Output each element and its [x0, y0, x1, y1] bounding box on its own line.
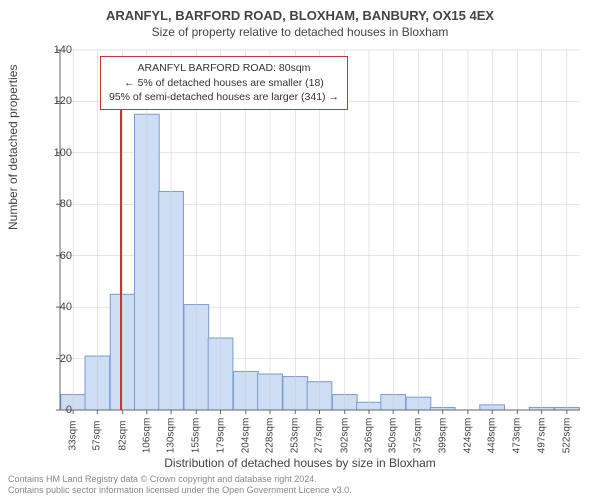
reference-line — [120, 100, 122, 410]
footer: Contains HM Land Registry data © Crown c… — [8, 474, 352, 497]
chart-title-sub: Size of property relative to detached ho… — [0, 23, 600, 39]
y-tick-label: 80 — [42, 198, 72, 210]
chart-title-main: ARANFYL, BARFORD ROAD, BLOXHAM, BANBURY,… — [0, 0, 600, 23]
x-tick-label: 302sqm — [339, 418, 350, 454]
y-tick-label: 120 — [42, 95, 72, 107]
x-tick-label: 473sqm — [512, 418, 523, 454]
y-tick-label: 20 — [42, 353, 72, 365]
reference-annotation: ARANFYL BARFORD ROAD: 80sqm ← 5% of deta… — [100, 56, 348, 110]
x-tick-label: 424sqm — [462, 418, 473, 454]
x-tick-label: 497sqm — [536, 418, 547, 454]
footer-line2: Contains public sector information licen… — [8, 485, 352, 496]
x-tick-label: 326sqm — [363, 418, 374, 454]
y-axis-label: Number of detached properties — [6, 65, 20, 230]
x-tick-label: 57sqm — [92, 420, 103, 450]
y-tick-label: 140 — [42, 44, 72, 56]
y-tick-label: 0 — [42, 404, 72, 416]
x-tick-label: 228sqm — [265, 418, 276, 454]
x-tick-label: 399sqm — [437, 418, 448, 454]
x-axis-label: Distribution of detached houses by size … — [0, 456, 600, 470]
y-tick-label: 100 — [42, 147, 72, 159]
x-tick-label: 350sqm — [388, 418, 399, 454]
x-tick-label: 82sqm — [117, 420, 128, 450]
chart-area: ARANFYL BARFORD ROAD: 80sqm ← 5% of deta… — [60, 50, 580, 410]
y-tick-label: 60 — [42, 250, 72, 262]
footer-line1: Contains HM Land Registry data © Crown c… — [8, 474, 352, 485]
x-tick-label: 253sqm — [290, 418, 301, 454]
x-tick-label: 522sqm — [561, 418, 572, 454]
x-tick-label: 448sqm — [487, 418, 498, 454]
x-tick-label: 277sqm — [314, 418, 325, 454]
x-tick-label: 130sqm — [166, 418, 177, 454]
x-tick-label: 179sqm — [215, 418, 226, 454]
x-tick-label: 375sqm — [413, 418, 424, 454]
annotation-line3: 95% of semi-detached houses are larger (… — [109, 90, 339, 105]
annotation-line2: ← 5% of detached houses are smaller (18) — [109, 76, 339, 91]
x-tick-label: 106sqm — [141, 418, 152, 454]
annotation-line1: ARANFYL BARFORD ROAD: 80sqm — [109, 61, 339, 76]
y-tick-label: 40 — [42, 301, 72, 313]
x-tick-label: 155sqm — [191, 418, 202, 454]
x-tick-label: 33sqm — [68, 420, 79, 450]
x-tick-label: 204sqm — [240, 418, 251, 454]
